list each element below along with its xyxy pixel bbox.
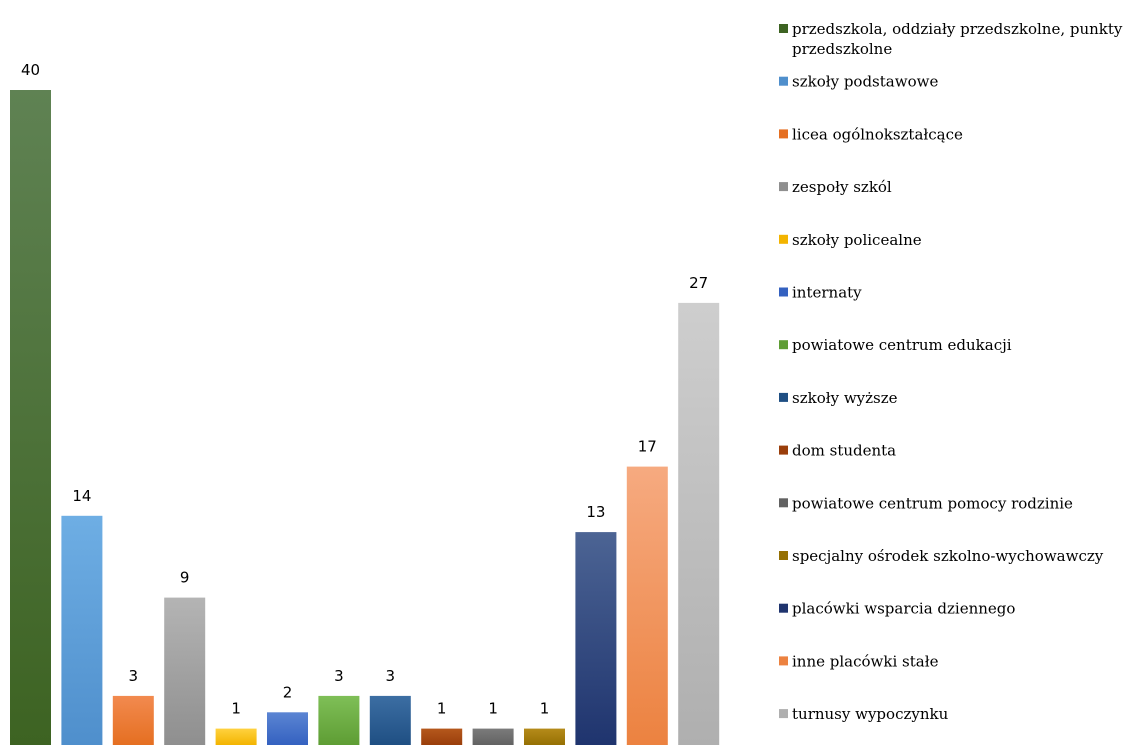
- legend-item-11: specjalny ośrodek szkolno-wychowawczy: [779, 547, 1104, 565]
- legend-swatch-3: [779, 129, 788, 139]
- legend-label-2: szkoły podstawowe: [792, 73, 938, 91]
- legend-item-4: zespoły szkól: [779, 178, 892, 196]
- value-label-10: 1: [488, 700, 498, 718]
- legend-item-3: licea ogólnokształcące: [779, 125, 963, 143]
- legend-item-6: internaty: [779, 284, 862, 302]
- legend-label-1-line-2: przedszkolne: [792, 40, 892, 58]
- legend-label-1-line-1: przedszkola, oddziały przedszkolne, punk…: [792, 20, 1123, 38]
- value-label-6: 2: [283, 683, 293, 701]
- legend-item-12: placówki wsparcia dziennego: [779, 600, 1015, 618]
- legend-label-12: placówki wsparcia dziennego: [792, 600, 1015, 618]
- value-label-11: 1: [540, 700, 550, 718]
- bar-10: [472, 728, 514, 745]
- legend-swatch-8: [779, 392, 788, 402]
- value-label-13: 17: [638, 438, 657, 456]
- legend-swatch-6: [779, 287, 788, 297]
- legend-item-1: przedszkola, oddziały przedszkolne, punk…: [779, 20, 1123, 58]
- legend-swatch-5: [779, 234, 788, 244]
- bar-5: [215, 728, 257, 745]
- bar-1: [10, 90, 51, 745]
- value-label-12: 13: [586, 503, 605, 521]
- legend-item-14: turnusy wypoczynku: [779, 705, 949, 723]
- value-label-3: 3: [129, 667, 139, 685]
- legend-swatch-11: [779, 551, 788, 560]
- legend-label-6: internaty: [792, 284, 862, 302]
- legend-swatch-13: [779, 656, 788, 666]
- value-label-2: 14: [72, 487, 91, 505]
- legend-swatch-2: [779, 76, 788, 86]
- legend-swatch-1: [779, 24, 788, 33]
- value-label-14: 27: [689, 274, 708, 292]
- legend-label-11: specjalny ośrodek szkolno-wychowawczy: [792, 547, 1104, 565]
- bar-4: [164, 597, 206, 745]
- value-label-4: 9: [180, 569, 190, 587]
- legend-swatch-9: [779, 445, 788, 455]
- legend-item-9: dom studenta: [779, 442, 896, 460]
- legend-item-5: szkoły policealne: [779, 231, 922, 249]
- legend-item-10: powiatowe centrum pomocy rodzinie: [779, 494, 1073, 512]
- value-label-5: 1: [231, 700, 241, 718]
- legend-item-7: powiatowe centrum edukacji: [779, 336, 1012, 354]
- bar-14: [678, 302, 720, 745]
- bar-12: [575, 532, 617, 745]
- legend: przedszkola, oddziały przedszkolne, punk…: [779, 20, 1123, 723]
- legend-swatch-14: [779, 709, 788, 719]
- bar-13: [626, 466, 668, 745]
- legend-label-14: turnusy wypoczynku: [792, 705, 949, 723]
- legend-item-2: szkoły podstawowe: [779, 73, 938, 91]
- legend-label-13: inne placówki stałe: [792, 652, 939, 670]
- bar-2: [61, 515, 103, 745]
- value-labels-layer: 40 14 3 9 1 2 3 3 1 1 1 13 17 27: [21, 61, 708, 718]
- legend-label-4: zespoły szkól: [792, 178, 892, 196]
- legend-item-13: inne placówki stałe: [779, 652, 939, 670]
- bar-7: [318, 695, 360, 745]
- value-label-8: 3: [386, 667, 396, 685]
- value-label-9: 1: [437, 700, 447, 718]
- bar-6: [267, 712, 308, 745]
- legend-label-7: powiatowe centrum edukacji: [792, 336, 1012, 354]
- bars-layer: [10, 90, 720, 745]
- legend-label-8: szkoły wyższe: [792, 389, 898, 407]
- bar-9: [421, 728, 463, 745]
- legend-swatch-10: [779, 498, 788, 508]
- legend-label-9: dom studenta: [792, 442, 896, 460]
- bar-3: [112, 695, 154, 745]
- bar-11: [524, 728, 565, 745]
- legend-label-3: licea ogólnokształcące: [792, 125, 963, 143]
- legend-swatch-12: [779, 603, 788, 613]
- value-label-7: 3: [334, 667, 344, 685]
- bar-8: [369, 695, 411, 745]
- value-label-1: 40: [21, 61, 40, 79]
- legend-item-8: szkoły wyższe: [779, 389, 898, 407]
- legend-swatch-4: [779, 182, 788, 192]
- legend-label-10: powiatowe centrum pomocy rodzinie: [792, 494, 1073, 512]
- legend-swatch-7: [779, 340, 788, 350]
- legend-label-5: szkoły policealne: [792, 231, 922, 249]
